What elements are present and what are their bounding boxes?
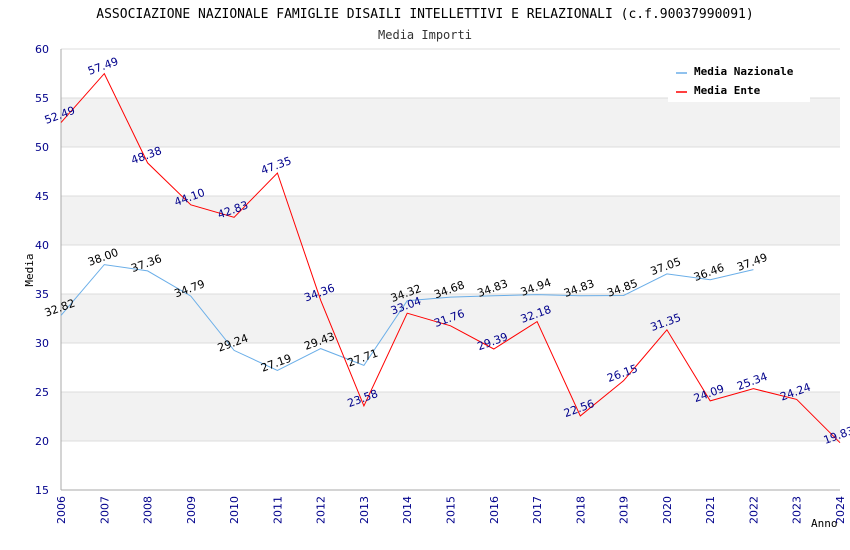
series-line-media-ente xyxy=(60,72,841,444)
grid-band xyxy=(61,98,840,147)
chart-title: ASSOCIAZIONE NAZIONALE FAMIGLIE DISAILI … xyxy=(96,7,753,22)
y-tick-label: 50 xyxy=(35,141,49,154)
x-tick-label: 2019 xyxy=(618,496,631,524)
x-tick-label: 2018 xyxy=(574,496,587,524)
y-tick-label: 40 xyxy=(35,239,49,252)
x-tick-label: 2016 xyxy=(488,496,501,524)
data-label: 27.19 xyxy=(259,352,293,375)
legend: Media Nazionale Media Ente xyxy=(668,58,810,102)
x-tick-label: 2014 xyxy=(401,496,414,524)
x-tick-label: 2006 xyxy=(55,496,68,524)
series-line-media-nazionale xyxy=(60,264,754,372)
y-tick-label: 20 xyxy=(35,435,49,448)
y-tick-label: 55 xyxy=(35,92,49,105)
x-axis-ticks: 2006 2007 2008 2009 2010 2011 2012 2013 2014 2015… xyxy=(55,496,847,524)
data-label: 36.46 xyxy=(692,261,726,284)
y-axis-ticks: 15 20 25 30 35 40 45 50 55 60 xyxy=(35,43,49,497)
legend-label-ente: Media Ente xyxy=(694,84,761,97)
y-axis-label: Media xyxy=(23,253,36,286)
x-tick-label: 2011 xyxy=(271,496,284,524)
x-tick-label: 2024 xyxy=(834,496,847,524)
x-tick-label: 2012 xyxy=(315,496,328,524)
x-tick-label: 2020 xyxy=(661,496,674,524)
y-tick-label: 35 xyxy=(35,288,49,301)
data-label: 37.36 xyxy=(129,252,163,275)
x-axis-label: Anno xyxy=(811,517,838,530)
legend-box xyxy=(668,58,810,102)
y-tick-label: 60 xyxy=(35,43,49,56)
x-tick-label: 2015 xyxy=(445,496,458,524)
x-tick-label: 2010 xyxy=(228,496,241,524)
series-lines xyxy=(60,72,841,444)
x-tick-label: 2007 xyxy=(98,496,111,524)
data-label: 48.38 xyxy=(129,144,163,167)
x-tick-label: 2023 xyxy=(791,496,804,524)
y-tick-label: 30 xyxy=(35,337,49,350)
legend-label-nazionale: Media Nazionale xyxy=(694,65,794,78)
chart-subtitle: Media Importi xyxy=(378,28,472,42)
x-tick-label: 2022 xyxy=(747,496,760,524)
x-tick-label: 2021 xyxy=(704,496,717,524)
y-tick-label: 25 xyxy=(35,386,49,399)
grid-band xyxy=(61,294,840,343)
y-tick-label: 15 xyxy=(35,484,49,497)
y-tick-label: 45 xyxy=(35,190,49,203)
x-tick-label: 2009 xyxy=(185,496,198,524)
data-label: 27.71 xyxy=(346,347,380,370)
x-tick-label: 2013 xyxy=(358,496,371,524)
x-tick-label: 2017 xyxy=(531,496,544,524)
x-tick-label: 2008 xyxy=(142,496,155,524)
grid-band xyxy=(61,392,840,441)
